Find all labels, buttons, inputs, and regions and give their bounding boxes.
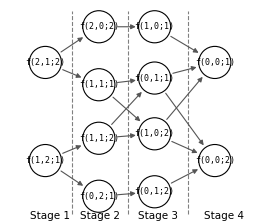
Text: f(0,1;1): f(0,1;1) <box>135 74 175 83</box>
Circle shape <box>138 11 171 43</box>
Circle shape <box>138 118 171 150</box>
Text: Stage 2: Stage 2 <box>80 211 120 221</box>
Text: f(1,1;2): f(1,1;2) <box>79 134 119 143</box>
Text: f(0,0;1): f(0,0;1) <box>195 58 235 67</box>
Circle shape <box>29 46 61 78</box>
Text: f(0,0;2): f(0,0;2) <box>195 156 235 165</box>
Text: f(0,1;2): f(0,1;2) <box>135 187 175 196</box>
Text: f(2,0;2): f(2,0;2) <box>79 22 119 31</box>
Text: Stage 4: Stage 4 <box>204 211 244 221</box>
Text: f(1,2;1): f(1,2;1) <box>25 156 65 165</box>
Text: f(2,1;2): f(2,1;2) <box>25 58 65 67</box>
Circle shape <box>83 11 115 43</box>
Text: f(0,2;1): f(0,2;1) <box>79 192 119 201</box>
Circle shape <box>138 176 171 208</box>
Circle shape <box>29 145 61 177</box>
Text: f(1,1;1): f(1,1;1) <box>79 80 119 89</box>
Circle shape <box>199 46 231 78</box>
Text: Stage 3: Stage 3 <box>138 211 178 221</box>
Circle shape <box>83 122 115 154</box>
Circle shape <box>83 69 115 101</box>
Circle shape <box>83 180 115 212</box>
Circle shape <box>199 145 231 177</box>
Text: f(1,0;2): f(1,0;2) <box>135 129 175 138</box>
Text: Stage 1: Stage 1 <box>30 211 70 221</box>
Text: f(1,0;1): f(1,0;1) <box>135 22 175 31</box>
Circle shape <box>138 62 171 94</box>
